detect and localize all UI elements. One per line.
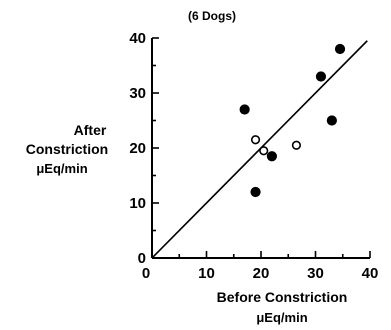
x-tick-label: 30 [307,265,324,282]
data-point-filled [250,186,261,198]
y-tick-label: 20 [129,140,146,157]
y-axis-label: After Constriction μEq/min [26,122,108,176]
y-tick-label: 10 [129,195,146,212]
x-tick-label: 0 [142,265,150,282]
data-point-open [259,146,269,156]
data-points [239,43,346,198]
x-axis-label: Before Constriction μEq/min [217,289,348,325]
plot-area: 0 10 20 30 40 0 10 20 30 40 [129,30,378,282]
y-axis-label-line-3: μEq/min [36,161,87,176]
data-point-filled [334,43,346,55]
data-point-open [250,135,261,145]
data-point-open [291,140,302,150]
y-tick-label: 30 [129,85,146,102]
y-axis-label-line-1: After [74,122,107,138]
x-tick-label: 20 [253,265,270,282]
chart-title: (6 Dogs) [188,9,236,23]
x-tick-label: 10 [198,265,215,282]
y-tick-label: 40 [129,30,146,47]
data-point-filled [315,71,327,82]
axis-ticks: 0 10 20 30 40 0 10 20 30 40 [129,30,378,282]
data-point-filled [326,115,337,126]
x-axis-label-line-1: Before Constriction [217,289,348,305]
x-axis-label-line-2: μEq/min [256,310,307,325]
data-point-filled [239,104,250,115]
x-tick-label: 40 [362,265,379,282]
y-axis-label-line-2: Constriction [26,141,108,157]
data-point-filled [266,151,277,162]
y-tick-label: 0 [138,250,146,267]
